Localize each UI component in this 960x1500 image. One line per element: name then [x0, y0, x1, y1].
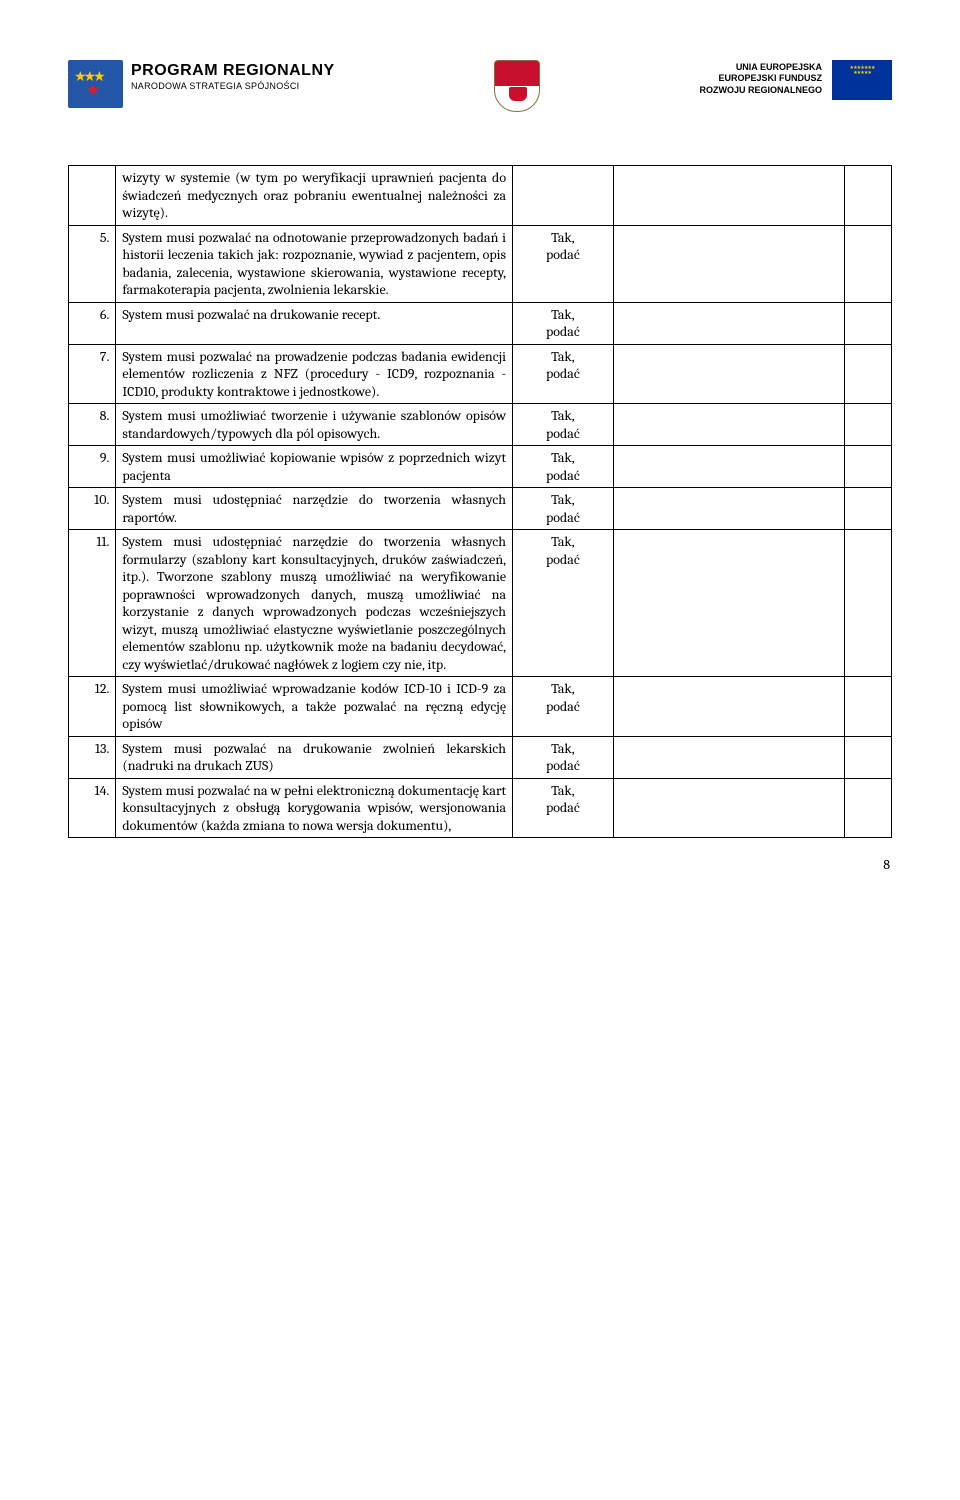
page-number: 8 — [68, 856, 892, 873]
coat-of-arms-icon — [487, 60, 547, 120]
row-col4 — [613, 344, 844, 404]
row-number: 7. — [69, 344, 116, 404]
row-col5 — [844, 166, 891, 226]
table-row: 11.System musi udostępniać narzędzie do … — [69, 530, 892, 677]
eu-line1: UNIA EUROPEJSKA — [699, 62, 822, 73]
row-description: wizyty w systemie (w tym po weryfikacji … — [116, 166, 513, 226]
row-value: Tak,podać — [513, 778, 614, 838]
table-row: wizyty w systemie (w tym po weryfikacji … — [69, 166, 892, 226]
row-description: System musi pozwalać na drukowanie zwoln… — [116, 736, 513, 778]
row-col5 — [844, 736, 891, 778]
row-col5 — [844, 530, 891, 677]
row-description: System musi udostępniać narzędzie do two… — [116, 530, 513, 677]
row-description: System musi udostępniać narzędzie do two… — [116, 488, 513, 530]
row-col5 — [844, 677, 891, 737]
table-row: 9.System musi umożliwiać kopiowanie wpis… — [69, 446, 892, 488]
table-row: 7.System musi pozwalać na prowadzenie po… — [69, 344, 892, 404]
row-col4 — [613, 404, 844, 446]
row-col5 — [844, 446, 891, 488]
row-value: Tak,podać — [513, 344, 614, 404]
row-value: Tak,podać — [513, 225, 614, 302]
stars-icon — [68, 60, 123, 108]
row-col4 — [613, 446, 844, 488]
row-number: 14. — [69, 778, 116, 838]
row-number: 12. — [69, 677, 116, 737]
program-title: PROGRAM REGIONALNY — [131, 62, 335, 80]
row-number: 8. — [69, 404, 116, 446]
row-description: System musi pozwalać na prowadzenie podc… — [116, 344, 513, 404]
row-value: Tak,podać — [513, 677, 614, 737]
table-row: 14.System musi pozwalać na w pełni elekt… — [69, 778, 892, 838]
row-value: Tak,podać — [513, 404, 614, 446]
table-row: 5.System musi pozwalać na odnotowanie pr… — [69, 225, 892, 302]
row-description: System musi pozwalać na w pełni elektron… — [116, 778, 513, 838]
row-number: 9. — [69, 446, 116, 488]
table-row: 6.System musi pozwalać na drukowanie rec… — [69, 302, 892, 344]
row-description: System musi pozwalać na odnotowanie prze… — [116, 225, 513, 302]
row-col5 — [844, 404, 891, 446]
row-col4 — [613, 778, 844, 838]
row-col4 — [613, 302, 844, 344]
requirements-table: wizyty w systemie (w tym po weryfikacji … — [68, 165, 892, 838]
row-value — [513, 166, 614, 226]
eu-line2: EUROPEJSKI FUNDUSZ — [699, 73, 822, 84]
row-number: 13. — [69, 736, 116, 778]
row-description: System musi umożliwiać kopiowanie wpisów… — [116, 446, 513, 488]
row-number: 6. — [69, 302, 116, 344]
row-col5 — [844, 488, 891, 530]
row-col4 — [613, 166, 844, 226]
eu-line3: ROZWOJU REGIONALNEGO — [699, 85, 822, 96]
logo-eu: UNIA EUROPEJSKA EUROPEJSKI FUNDUSZ ROZWO… — [699, 60, 892, 100]
row-col4 — [613, 530, 844, 677]
row-col4 — [613, 677, 844, 737]
row-col5 — [844, 344, 891, 404]
row-number: 11. — [69, 530, 116, 677]
row-number — [69, 166, 116, 226]
row-value: Tak,podać — [513, 446, 614, 488]
row-col4 — [613, 736, 844, 778]
table-row: 13.System musi pozwalać na drukowanie zw… — [69, 736, 892, 778]
row-description: System musi umożliwiać wprowadzanie kodó… — [116, 677, 513, 737]
page-header: PROGRAM REGIONALNY NARODOWA STRATEGIA SP… — [68, 60, 892, 120]
row-col5 — [844, 302, 891, 344]
table-row: 12.System musi umożliwiać wprowadzanie k… — [69, 677, 892, 737]
program-text-block: PROGRAM REGIONALNY NARODOWA STRATEGIA SP… — [131, 62, 335, 91]
eu-text-block: UNIA EUROPEJSKA EUROPEJSKI FUNDUSZ ROZWO… — [699, 62, 822, 96]
program-subtitle: NARODOWA STRATEGIA SPÓJNOŚCI — [131, 81, 335, 91]
row-value: Tak,podać — [513, 488, 614, 530]
row-number: 5. — [69, 225, 116, 302]
row-col5 — [844, 778, 891, 838]
row-value: Tak,podać — [513, 302, 614, 344]
row-description: System musi umożliwiać tworzenie i używa… — [116, 404, 513, 446]
row-value: Tak,podać — [513, 736, 614, 778]
table-row: 8.System musi umożliwiać tworzenie i uży… — [69, 404, 892, 446]
row-number: 10. — [69, 488, 116, 530]
logo-program-regionalny: PROGRAM REGIONALNY NARODOWA STRATEGIA SP… — [68, 60, 335, 108]
row-col5 — [844, 225, 891, 302]
row-value: Tak,podać — [513, 530, 614, 677]
row-description: System musi pozwalać na drukowanie recep… — [116, 302, 513, 344]
eu-flag-icon — [832, 60, 892, 100]
row-col4 — [613, 488, 844, 530]
row-col4 — [613, 225, 844, 302]
table-row: 10.System musi udostępniać narzędzie do … — [69, 488, 892, 530]
